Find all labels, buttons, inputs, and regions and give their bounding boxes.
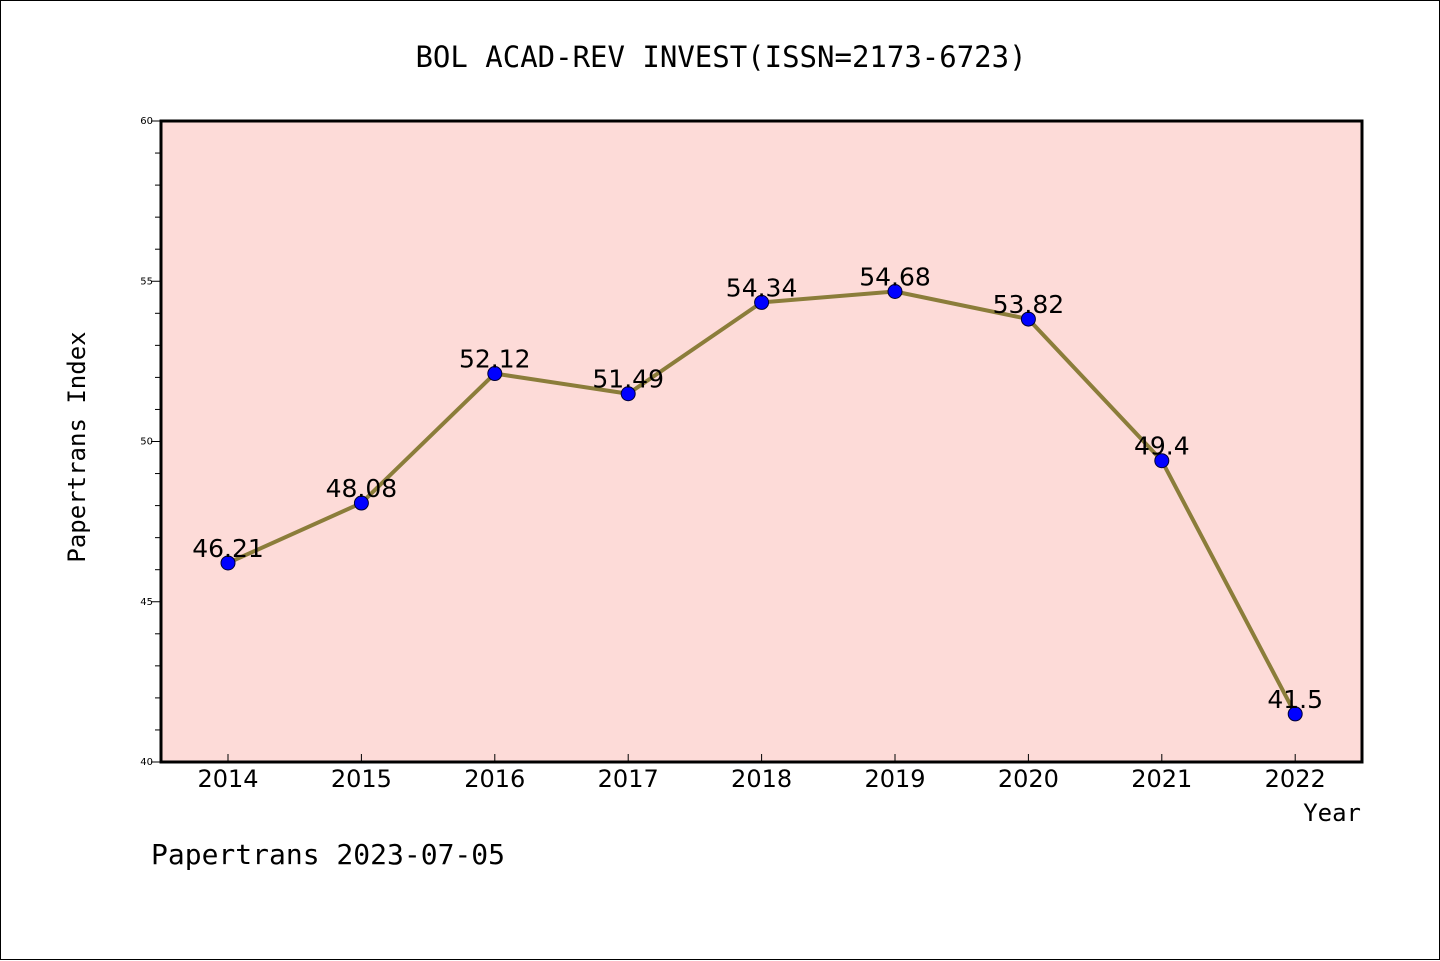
y-tick-label: 60 [140, 116, 153, 127]
x-tick-label: 2022 [1265, 765, 1326, 793]
data-point [1154, 453, 1170, 469]
x-tick-label: 2015 [331, 765, 392, 793]
data-point [887, 284, 903, 300]
x-tick-label: 2014 [197, 765, 258, 793]
data-label: 54.34 [726, 273, 798, 302]
data-label: 54.68 [859, 263, 931, 292]
x-tick-label: 2021 [1131, 765, 1192, 793]
data-labels: 46.21 48.08 52.12 51.49 54.34 54.68 53.82 49.4 4… [192, 263, 1323, 714]
data-point [487, 366, 503, 382]
x-tick-label: 2019 [864, 765, 925, 793]
data-label: 49.4 [1134, 432, 1190, 461]
data-label: 41.5 [1267, 685, 1323, 714]
x-tick-label: 2018 [731, 765, 792, 793]
y-tick-label: 55 [140, 276, 153, 287]
x-tick-label: 2017 [598, 765, 659, 793]
footer-date: Papertrans 2023-07-05 [151, 838, 505, 871]
y-axis-label: Papertrans Index [63, 331, 91, 562]
y-tick-label: 45 [140, 597, 153, 608]
data-point [353, 495, 369, 511]
x-tick-label: 2016 [464, 765, 525, 793]
x-tick-label: 2020 [998, 765, 1059, 793]
data-label: 51.49 [592, 365, 664, 394]
data-label: 52.12 [459, 345, 531, 374]
series-papertrans-index [220, 284, 1303, 722]
data-point [620, 386, 636, 402]
plot-area [161, 121, 1362, 762]
data-point [1020, 311, 1036, 327]
chart-title: BOL ACAD-REV INVEST(ISSN=2173-6723) [415, 40, 1026, 74]
data-point [754, 294, 770, 310]
x-axis: 2014 2015 2016 2017 2018 2019 2020 2021 2022 [197, 754, 1326, 793]
y-axis: 40 45 50 55 60 [140, 116, 161, 768]
data-point [220, 555, 236, 571]
y-tick-label: 40 [140, 757, 153, 768]
y-tick-label: 50 [140, 437, 153, 448]
data-label: 53.82 [993, 290, 1065, 319]
data-label: 48.08 [326, 474, 398, 503]
x-axis-label: Year [1303, 799, 1361, 827]
data-label: 46.21 [192, 534, 264, 563]
data-point [1287, 706, 1303, 722]
plot-border [159, 119, 1364, 764]
